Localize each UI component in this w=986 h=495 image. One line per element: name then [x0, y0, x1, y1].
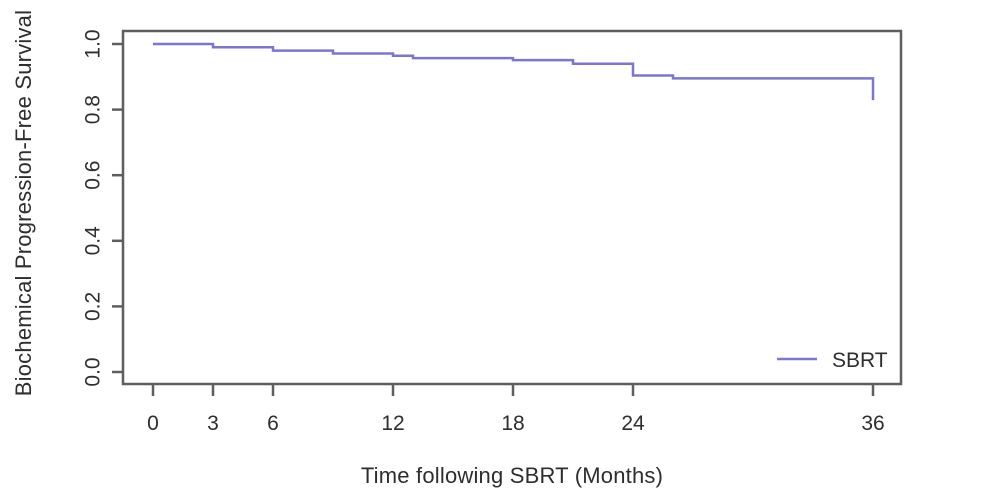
- x-axis-label: Time following SBRT (Months): [361, 463, 663, 488]
- x-tick-label: 6: [267, 412, 279, 435]
- y-tick-label: 1.0: [82, 29, 105, 58]
- y-tick-label: 0.6: [82, 161, 105, 190]
- y-axis-ticks: 0.0 0.2 0.4 0.6 0.8 1.0: [82, 29, 123, 387]
- x-tick-label: 0: [147, 412, 159, 435]
- x-tick-label: 24: [621, 412, 645, 435]
- plot-border: [121, 29, 903, 386]
- km-curve-sbrt: [153, 42, 875, 101]
- y-tick-label: 0.8: [82, 95, 105, 124]
- legend: SBRT: [777, 349, 888, 372]
- x-tick-label: 12: [381, 412, 404, 435]
- y-tick-label: 0.0: [82, 357, 105, 386]
- y-axis-label: Biochemical Progression-Free Survival: [11, 10, 36, 396]
- legend-label-sbrt: SBRT: [832, 349, 888, 372]
- x-tick-label: 3: [207, 412, 219, 435]
- y-tick-label: 0.4: [82, 226, 105, 256]
- y-tick-label: 0.2: [82, 292, 105, 321]
- x-tick-label: 36: [861, 412, 884, 435]
- x-tick-label: 18: [501, 412, 524, 435]
- x-axis-ticks: 0 3 6 12 18 24 36: [147, 384, 885, 435]
